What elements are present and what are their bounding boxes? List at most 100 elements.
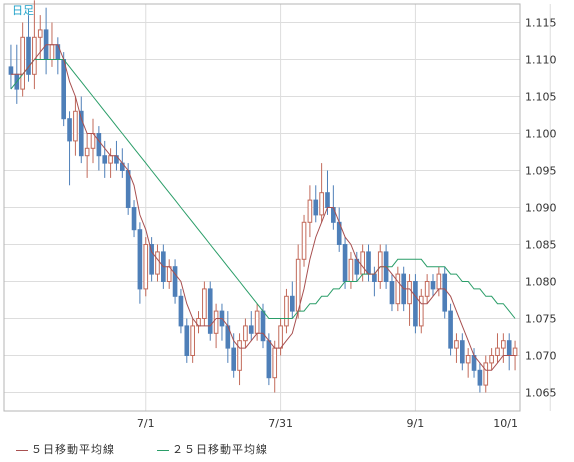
chart-background — [0, 0, 574, 432]
legend-item-ma5: ５日移動平均線 — [16, 441, 115, 457]
candle-body-up — [108, 155, 113, 164]
candle-body-down — [313, 199, 319, 216]
candle-body-down — [266, 340, 272, 379]
candle-body-down — [102, 155, 108, 164]
candle-body-up — [49, 44, 55, 61]
candle-body-down — [413, 281, 418, 327]
candle-body-down — [96, 133, 102, 157]
legend: ５日移動平均線 ２５日移動平均線 — [0, 432, 574, 462]
ma5-line — [10, 44, 516, 371]
x-axis-labels: 7/1 7/31 9/1 10/1 — [137, 417, 518, 430]
candle-body-up — [272, 347, 278, 379]
candle-body-down — [389, 281, 395, 305]
candle-body-up — [319, 192, 324, 216]
x-tick-label: 7/1 — [137, 417, 155, 430]
candle-body-up — [213, 310, 219, 334]
candle-body-up — [301, 221, 307, 260]
candle-body-up — [84, 147, 90, 157]
candle-body-down — [131, 207, 137, 231]
candlestick-chart: 1.065 1.070 1.075 1.080 1.085 1.090 1.095 1.100… — [0, 0, 574, 432]
candle-body-up — [360, 251, 365, 275]
candle-body-down — [260, 310, 266, 342]
candle-body-down — [325, 192, 330, 208]
candle-body-up — [190, 325, 195, 356]
candle-body-down — [448, 310, 453, 349]
candle-body-up — [483, 362, 489, 386]
candle-body-up — [454, 340, 459, 349]
candle-body-up — [407, 281, 412, 305]
legend-label-ma5: ５日移動平均線 — [31, 443, 115, 456]
candle-body-down — [137, 229, 143, 290]
candle-body-up — [436, 273, 442, 290]
candle-body-up — [512, 347, 518, 357]
candle-body-down — [172, 266, 178, 297]
y-tick-label: 1.095 — [525, 165, 557, 178]
candle-body-down — [366, 251, 371, 275]
candle-body-up — [254, 310, 260, 334]
y-tick-label: 1.075 — [525, 313, 557, 326]
legend-swatch-ma5 — [16, 449, 28, 451]
candle-body-up — [424, 281, 430, 297]
candle-body-up — [202, 288, 207, 319]
candle-body-down — [178, 295, 184, 327]
candle-body-down — [506, 340, 512, 357]
candle-body-down — [67, 118, 72, 142]
x-tick-label: 9/1 — [407, 417, 425, 430]
candle-body-down — [372, 273, 377, 283]
candle-body-up — [37, 29, 43, 38]
candle-body-down — [231, 347, 237, 371]
candle-body-down — [8, 66, 14, 75]
candle-body-up — [243, 325, 248, 342]
candle-body-up — [143, 244, 149, 290]
candle-body-down — [442, 273, 448, 312]
candle-layer — [8, 0, 518, 393]
x-tick-label: 7/31 — [268, 417, 293, 430]
candle-body-up — [501, 340, 506, 349]
candle-body-down — [184, 325, 190, 356]
y-tick-label: 1.065 — [525, 387, 557, 400]
legend-item-ma25: ２５日移動平均線 — [157, 441, 268, 457]
y-tick-label: 1.115 — [525, 17, 557, 30]
y-tick-label: 1.105 — [525, 91, 557, 104]
candle-body-down — [430, 281, 436, 290]
candle-body-up — [489, 355, 494, 364]
candle-body-down — [342, 244, 348, 282]
candle-body-up — [278, 325, 283, 349]
ma25-line — [10, 59, 516, 319]
candle-body-up — [465, 355, 471, 364]
candle-body-up — [395, 273, 401, 305]
candle-body-down — [459, 340, 465, 364]
y-tick-label: 1.085 — [525, 239, 557, 252]
moving-average-layer — [10, 44, 516, 371]
candle-body-down — [289, 295, 295, 312]
candle-body-down — [207, 288, 213, 334]
legend-label-ma25: ２５日移動平均線 — [172, 443, 268, 456]
candle-body-down — [125, 170, 131, 208]
candle-body-up — [20, 36, 25, 90]
candle-body-up — [495, 347, 500, 357]
timeframe-label: 日足 — [12, 4, 34, 17]
y-axis-labels: 1.065 1.070 1.075 1.080 1.085 1.090 1.095 1.100… — [525, 17, 557, 400]
candle-body-up — [348, 258, 354, 282]
candle-body-down — [149, 244, 154, 275]
candle-body-up — [295, 258, 301, 312]
candle-body-down — [477, 369, 483, 386]
candle-body-up — [32, 36, 37, 75]
candle-body-down — [61, 59, 67, 120]
candle-body-up — [284, 295, 289, 327]
plot-border — [3, 3, 521, 412]
candle-body-up — [307, 199, 313, 223]
y-tick-label: 1.070 — [525, 350, 557, 363]
y-tick-label: 1.110 — [525, 54, 557, 67]
legend-swatch-ma25 — [157, 449, 169, 451]
candle-body-down — [26, 36, 31, 75]
y-tick-label: 1.100 — [525, 128, 557, 141]
candle-body-up — [418, 295, 424, 327]
candle-body-up — [237, 340, 242, 371]
candle-body-up — [73, 110, 78, 142]
candle-body-down — [248, 325, 254, 334]
y-tick-label: 1.090 — [525, 202, 557, 215]
candle-body-down — [78, 110, 84, 157]
y-tick-label: 1.080 — [525, 276, 557, 289]
